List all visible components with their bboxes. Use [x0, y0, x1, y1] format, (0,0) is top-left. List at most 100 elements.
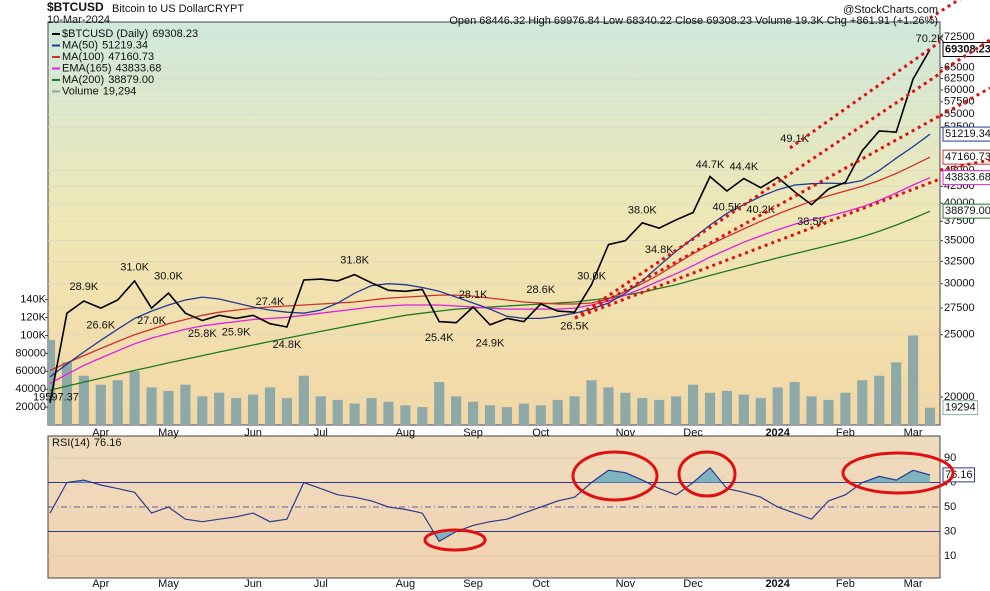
y-tick-label: 35000 — [944, 235, 975, 247]
volume-bar — [586, 380, 597, 425]
volume-bar — [924, 407, 936, 425]
legend-entry: $BTCUSD (Daily) 69308.23 — [62, 28, 198, 40]
peak-label: 24.8K — [273, 339, 302, 351]
volume-bar — [569, 396, 580, 425]
legend-value: 51219.34 — [102, 39, 148, 51]
last-value-box — [942, 170, 990, 186]
highlight-circle — [571, 450, 659, 502]
last-value-label: 69308.23 — [942, 42, 990, 58]
x-tick-label: Oct — [532, 578, 549, 590]
y2-tick-label: 120K — [20, 311, 46, 323]
volume-bar — [400, 405, 411, 425]
peak-label: 40.2K — [746, 204, 775, 216]
volume-bar — [197, 396, 208, 425]
last-value-text: 43833.68 — [945, 172, 990, 184]
credit: @StockCharts.com — [843, 4, 938, 16]
volume-bar — [95, 384, 106, 425]
volume-bar — [383, 401, 394, 425]
legend-name: RSI(14) — [52, 437, 90, 449]
y2-tick-label: 20000 — [15, 401, 46, 413]
volume-bar — [78, 375, 89, 425]
peak-label: 44.4K — [729, 161, 758, 173]
legend-name: MA(100) — [62, 51, 104, 63]
volume-bar — [451, 396, 462, 425]
legend-name: EMA(165) — [62, 62, 112, 74]
series-line — [49, 156, 931, 371]
peak-label: 70.2K — [916, 33, 945, 45]
last-value-text: 19294 — [945, 402, 976, 414]
legend-entry: Volume 19,294 — [62, 85, 136, 97]
x-tick-label: Dec — [683, 427, 703, 439]
x-tick-label: Nov — [616, 427, 636, 439]
legend-entry: RSI(14) 76.16 — [52, 437, 121, 449]
volume-bar — [281, 398, 292, 425]
volume-bar — [874, 375, 885, 425]
volume-bar — [535, 405, 546, 425]
y-tick-label: 57500 — [944, 96, 975, 108]
series-line — [49, 49, 931, 403]
series-line — [49, 210, 931, 391]
volume-bar — [637, 398, 648, 425]
last-value-text: 38879.00 — [945, 205, 990, 217]
volume-bar — [840, 392, 851, 425]
overbought-zone — [50, 467, 930, 483]
exchange: CRYPT — [207, 3, 244, 15]
peak-label: 25.8K — [188, 328, 217, 340]
peak-label: 40.5K — [713, 202, 742, 214]
peak-label: 26.5K — [560, 320, 589, 332]
series-line — [49, 133, 931, 378]
x-tick-label: Jul — [314, 427, 328, 439]
volume-bar — [163, 390, 174, 425]
highlight-circle — [423, 528, 487, 552]
volume-bar — [552, 399, 563, 425]
rsi-plot — [48, 457, 940, 557]
volume-bar — [603, 387, 614, 425]
plot-layer: 2000025000275003000032500350003750040000… — [15, 28, 990, 590]
volume-bar — [214, 392, 225, 425]
volume-bar — [349, 403, 360, 425]
peak-label: 30.0K — [154, 271, 183, 283]
volume-bar — [146, 387, 157, 425]
trend-line — [939, 86, 990, 118]
y-tick-label: 72500 — [944, 31, 975, 43]
peak-label: 44.7K — [696, 159, 725, 171]
x-tick-label: Apr — [92, 578, 109, 590]
volume-bar — [231, 398, 242, 425]
volume-bar — [129, 371, 140, 425]
last-value-label: 47160.73 — [942, 149, 990, 165]
trend-line — [939, 158, 990, 172]
volume-bar — [61, 362, 72, 425]
last-value-label: 19294 — [942, 400, 979, 416]
peak-label: 38.5K — [797, 216, 826, 228]
last-value-label: 51219.34 — [942, 126, 990, 142]
peak-label: 25.9K — [222, 327, 251, 339]
volume-bar — [366, 398, 377, 425]
last-value-text: 51219.34 — [945, 128, 990, 140]
highlight-circles — [423, 450, 955, 552]
peak-label: 27.4K — [256, 296, 285, 308]
volume-bar — [180, 384, 191, 425]
y-tick-label: 27500 — [944, 302, 975, 314]
x-tick-label: Dec — [683, 578, 703, 590]
x-tick-label: Apr — [92, 427, 109, 439]
peak-label: 31.8K — [340, 254, 369, 266]
price-plot — [48, 36, 940, 425]
peak-label: 34.8K — [645, 244, 674, 256]
trend-line — [939, 38, 990, 74]
volume-bar — [315, 396, 326, 425]
highlight-circle — [677, 450, 737, 498]
x-tick-label: 2024 — [765, 427, 790, 439]
peak-label: 30.0K — [577, 271, 606, 283]
legend-value: 43833.68 — [116, 62, 162, 74]
last-value-text: 47160.73 — [945, 151, 990, 163]
last-value-text: 69308.23 — [945, 44, 990, 56]
legend-value: 38879.00 — [108, 74, 154, 86]
legend-name: MA(200) — [62, 74, 104, 86]
volume-bar — [332, 399, 343, 425]
series-line — [49, 177, 931, 384]
volume-bar — [704, 392, 716, 425]
x-tick-label: Nov — [616, 578, 636, 590]
trend-line — [789, 40, 940, 150]
